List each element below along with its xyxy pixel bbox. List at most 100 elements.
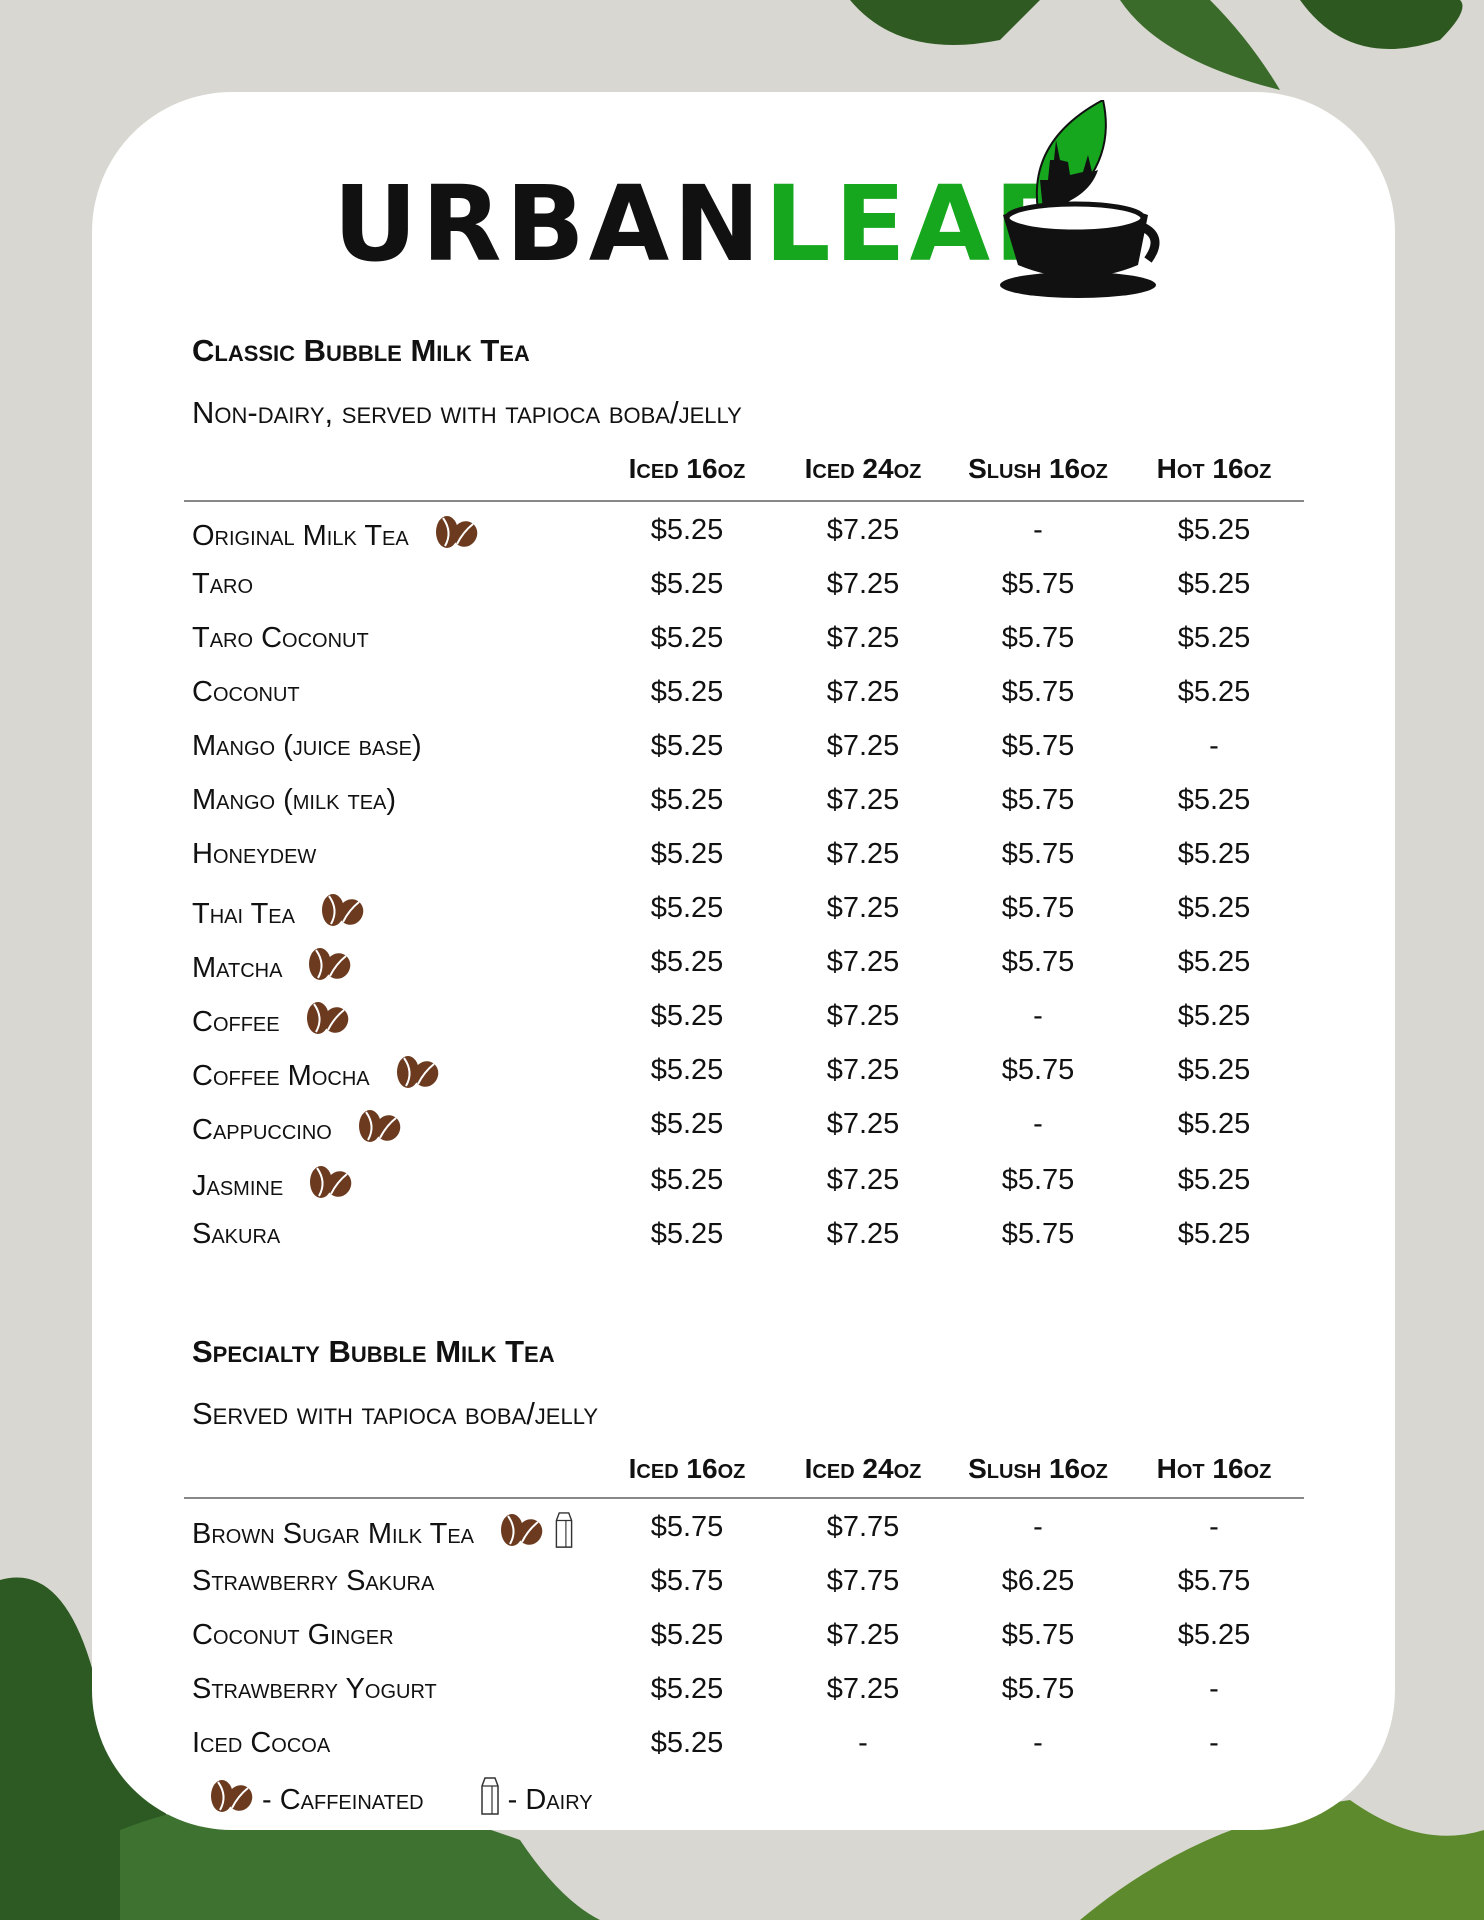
price: $7.25 xyxy=(826,514,900,546)
menu-item-row: Cappuccino $5.25 $7.25 - $5.25 xyxy=(0,1108,1484,1162)
coffee-bean-icon xyxy=(306,946,352,990)
menu-item-name-cell: Thai Tea xyxy=(192,892,365,936)
price: $5.75 xyxy=(1001,784,1075,816)
price: $5.25 xyxy=(650,1108,724,1140)
price: - xyxy=(1209,730,1219,762)
menu-item-name-cell: Strawberry Yogurt xyxy=(192,1673,437,1706)
price: $5.25 xyxy=(650,838,724,870)
menu-item-name-cell: Cappuccino xyxy=(192,1108,402,1152)
menu-item-name: Coffee Mocha xyxy=(192,1059,370,1092)
menu-item-row: Mango (juice base) $5.25 $7.25 $5.75 - xyxy=(0,730,1484,784)
menu-item-row: Matcha $5.25 $7.25 $5.75 $5.25 xyxy=(0,946,1484,1000)
column-header: Iced 24oz xyxy=(804,1453,922,1484)
menu-item-name-cell: Coffee xyxy=(192,1000,350,1044)
price: - xyxy=(1033,1727,1043,1759)
menu-item-name-cell: Original Milk Tea xyxy=(192,514,479,558)
price: $7.25 xyxy=(826,946,900,978)
price: $7.25 xyxy=(826,838,900,870)
tea-cup-leaf-icon xyxy=(1000,100,1160,298)
menu-item-row: Honeydew $5.25 $7.25 $5.75 $5.25 xyxy=(0,838,1484,892)
coffee-bean-icon xyxy=(208,1778,254,1822)
price: $5.75 xyxy=(1001,622,1075,654)
menu-item-name-cell: Honeydew xyxy=(192,838,316,871)
column-header: Iced 24oz xyxy=(804,453,922,484)
price: $5.25 xyxy=(1177,622,1251,654)
price: $5.75 xyxy=(650,1565,724,1597)
coffee-bean-icon xyxy=(307,1164,353,1208)
price: $7.25 xyxy=(826,1000,900,1032)
price: $5.25 xyxy=(650,568,724,600)
price: - xyxy=(1033,1108,1043,1140)
price: $5.25 xyxy=(650,1164,724,1196)
menu-item-name: Coconut xyxy=(192,676,300,708)
section-title: Classic Bubble Milk Tea xyxy=(192,333,530,368)
menu-item-name: Honeydew xyxy=(192,838,317,870)
price: $5.75 xyxy=(1001,1218,1075,1250)
menu-item-name: Taro Coconut xyxy=(192,622,369,654)
menu-item-name-cell: Matcha xyxy=(192,946,352,990)
section-subtitle: Served with tapioca boba/jelly xyxy=(192,1396,598,1431)
menu-item-name: Cappuccino xyxy=(192,1113,332,1146)
price: $5.25 xyxy=(650,622,724,654)
menu-item-name-cell: Jasmine xyxy=(192,1164,353,1208)
price: $5.25 xyxy=(650,676,724,708)
menu-item-name-cell: Coffee Mocha xyxy=(192,1054,440,1098)
coffee-bean-icon xyxy=(304,1000,350,1044)
price: - xyxy=(1033,1000,1043,1032)
menu-item-name-cell: Mango (milk tea) xyxy=(192,784,396,817)
menu-item-name-cell: Mango (juice base) xyxy=(192,730,422,763)
menu-item-row: Coffee Mocha $5.25 $7.25 $5.75 $5.25 xyxy=(0,1054,1484,1108)
milk-carton-icon xyxy=(554,1511,574,1557)
menu-item-row: Coconut Ginger $5.25 $7.25 $5.75 $5.25 xyxy=(0,1619,1484,1673)
price: $5.25 xyxy=(1177,1108,1251,1140)
price: $5.25 xyxy=(1177,892,1251,924)
price: $7.25 xyxy=(826,1619,900,1651)
price: $5.25 xyxy=(650,784,724,816)
column-header: Iced 16oz xyxy=(628,1453,746,1484)
price: $5.75 xyxy=(1001,676,1075,708)
price: $5.75 xyxy=(1001,838,1075,870)
price: - xyxy=(1209,1727,1219,1759)
legend-dairy: - Dairy xyxy=(507,1783,593,1816)
price: $5.75 xyxy=(1001,568,1075,600)
column-header: Slush 16oz xyxy=(968,453,1108,484)
menu-item-name-cell: Strawberry Sakura xyxy=(192,1565,434,1598)
price: $7.25 xyxy=(826,1673,900,1705)
menu-item-row: Brown Sugar Milk Tea $5.75 $7.75 - - xyxy=(0,1511,1484,1565)
coffee-bean-icon xyxy=(498,1512,544,1556)
menu-item-row: Coffee $5.25 $7.25 - $5.25 xyxy=(0,1000,1484,1054)
price: $5.75 xyxy=(1001,1619,1075,1651)
price: $5.25 xyxy=(1177,1218,1251,1250)
menu-item-name-cell: Iced Cocoa xyxy=(192,1727,330,1760)
price: $5.25 xyxy=(650,1000,724,1032)
price: $5.25 xyxy=(650,892,724,924)
price: $5.25 xyxy=(1177,568,1251,600)
menu-item-name-cell: Taro xyxy=(192,568,253,601)
menu-card xyxy=(92,92,1395,1830)
price: $7.25 xyxy=(826,622,900,654)
section-subtitle: Non-dairy, served with tapioca boba/jell… xyxy=(192,395,742,430)
price: $6.25 xyxy=(1001,1565,1075,1597)
price: $5.25 xyxy=(650,946,724,978)
menu-item-row: Jasmine $5.25 $7.25 $5.75 $5.25 xyxy=(0,1164,1484,1218)
menu-item-name: Coffee xyxy=(192,1005,280,1038)
menu-item-name: Original Milk Tea xyxy=(192,519,409,552)
price: $7.25 xyxy=(826,1164,900,1196)
menu-item-row: Thai Tea $5.25 $7.25 $5.75 $5.25 xyxy=(0,892,1484,946)
price: $5.75 xyxy=(1001,1054,1075,1086)
menu-item-name: Strawberry Yogurt xyxy=(192,1673,437,1705)
menu-item-name: Matcha xyxy=(192,951,283,984)
price: $7.75 xyxy=(826,1511,900,1543)
price: $5.25 xyxy=(650,1727,724,1759)
menu-item-row: Iced Cocoa $5.25 - - - xyxy=(0,1727,1484,1781)
price: - xyxy=(1033,1511,1043,1543)
price: $5.25 xyxy=(1177,514,1251,546)
price: - xyxy=(1033,514,1043,546)
price: $7.25 xyxy=(826,1108,900,1140)
column-header-row: Iced 16oz Iced 24oz Slush 16oz Hot 16oz xyxy=(0,453,1484,493)
price: $5.25 xyxy=(650,1054,724,1086)
price: $5.25 xyxy=(1177,946,1251,978)
price: - xyxy=(1209,1673,1219,1705)
price: $5.25 xyxy=(650,1673,724,1705)
price: $7.25 xyxy=(826,892,900,924)
